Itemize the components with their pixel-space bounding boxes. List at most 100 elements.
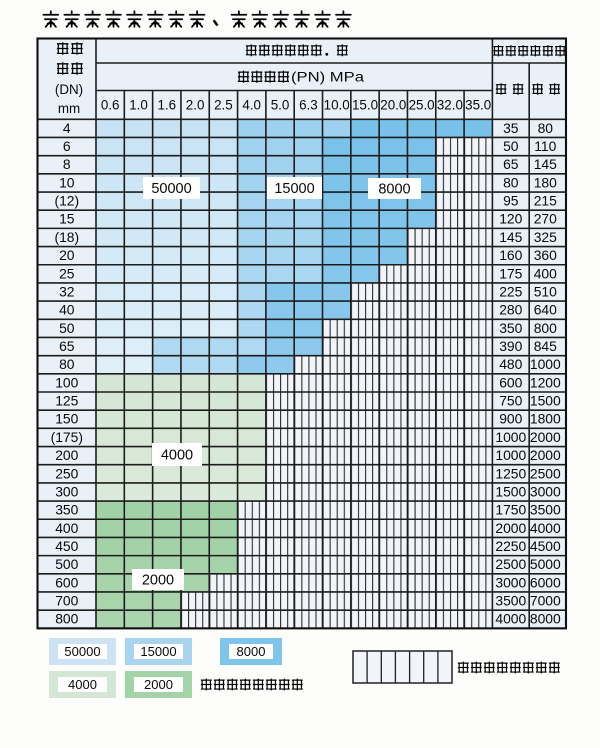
svg-text:110: 110 bbox=[534, 138, 556, 154]
svg-text:900: 900 bbox=[499, 411, 522, 427]
svg-text:40: 40 bbox=[59, 302, 75, 318]
svg-text:845: 845 bbox=[534, 338, 557, 354]
svg-text:510: 510 bbox=[534, 284, 557, 300]
svg-text:600: 600 bbox=[499, 374, 522, 390]
svg-text:35: 35 bbox=[503, 120, 519, 136]
svg-text:50000: 50000 bbox=[64, 644, 100, 659]
svg-text:25: 25 bbox=[59, 265, 75, 281]
svg-text:95: 95 bbox=[503, 193, 519, 209]
svg-text:50000: 50000 bbox=[151, 181, 191, 197]
svg-text:160: 160 bbox=[499, 247, 522, 263]
svg-text:80: 80 bbox=[538, 120, 554, 136]
svg-text:270: 270 bbox=[534, 211, 557, 227]
svg-text:8000: 8000 bbox=[530, 611, 561, 627]
svg-text:600: 600 bbox=[55, 574, 78, 590]
svg-text:6000: 6000 bbox=[530, 574, 561, 590]
svg-text:1250: 1250 bbox=[495, 465, 526, 481]
svg-text:65: 65 bbox=[503, 156, 519, 172]
svg-text:640: 640 bbox=[534, 302, 557, 318]
svg-text:3000: 3000 bbox=[530, 483, 561, 499]
svg-text:2500: 2500 bbox=[530, 465, 561, 481]
svg-text:mm: mm bbox=[58, 101, 80, 116]
svg-text:32: 32 bbox=[59, 284, 75, 300]
svg-text:4: 4 bbox=[63, 120, 71, 136]
svg-text:2.0: 2.0 bbox=[186, 98, 205, 113]
svg-text:2500: 2500 bbox=[495, 556, 526, 572]
svg-text:65: 65 bbox=[59, 338, 75, 354]
svg-text:3500: 3500 bbox=[530, 502, 561, 518]
svg-text:(175): (175) bbox=[51, 429, 83, 445]
svg-text:4000: 4000 bbox=[68, 677, 97, 692]
svg-text:35.0: 35.0 bbox=[465, 98, 491, 113]
svg-text:32.0: 32.0 bbox=[437, 98, 463, 113]
svg-text:8000: 8000 bbox=[237, 644, 266, 659]
svg-text:215: 215 bbox=[534, 193, 557, 209]
svg-text:(DN): (DN) bbox=[55, 82, 83, 97]
svg-text:0.6: 0.6 bbox=[101, 98, 120, 113]
svg-text:2.5: 2.5 bbox=[214, 98, 233, 113]
svg-text:120: 120 bbox=[499, 211, 522, 227]
svg-text:2250: 2250 bbox=[495, 538, 526, 554]
svg-text:180: 180 bbox=[534, 174, 557, 190]
svg-text:80: 80 bbox=[59, 356, 75, 372]
svg-text:15000: 15000 bbox=[274, 181, 314, 197]
svg-text:15: 15 bbox=[59, 211, 75, 227]
svg-text:800: 800 bbox=[534, 320, 557, 336]
svg-text:3000: 3000 bbox=[495, 574, 526, 590]
svg-text:5.0: 5.0 bbox=[271, 98, 290, 113]
svg-text:175: 175 bbox=[499, 265, 522, 281]
svg-text:360: 360 bbox=[534, 247, 557, 263]
svg-text:2000: 2000 bbox=[142, 573, 174, 589]
svg-text:1000: 1000 bbox=[495, 447, 526, 463]
svg-text:1000: 1000 bbox=[530, 356, 561, 372]
svg-text:280: 280 bbox=[499, 302, 522, 318]
svg-text:50: 50 bbox=[503, 138, 519, 154]
svg-text:4000: 4000 bbox=[530, 520, 561, 536]
svg-text:4.0: 4.0 bbox=[242, 98, 261, 113]
svg-text:4000: 4000 bbox=[495, 611, 526, 627]
svg-text:2000: 2000 bbox=[495, 520, 526, 536]
svg-text:10: 10 bbox=[59, 174, 75, 190]
svg-text:20: 20 bbox=[59, 247, 75, 263]
svg-text:4000: 4000 bbox=[161, 448, 193, 464]
svg-text:1500: 1500 bbox=[495, 483, 526, 499]
svg-text:8000: 8000 bbox=[378, 182, 410, 198]
svg-text:1200: 1200 bbox=[530, 374, 561, 390]
svg-text:300: 300 bbox=[55, 483, 78, 499]
svg-text:2000: 2000 bbox=[144, 677, 173, 692]
svg-text:7000: 7000 bbox=[530, 593, 561, 609]
svg-text:145: 145 bbox=[534, 156, 557, 172]
svg-text:400: 400 bbox=[534, 265, 557, 281]
svg-text:8: 8 bbox=[63, 156, 71, 172]
svg-text:250: 250 bbox=[55, 465, 78, 481]
svg-text:1750: 1750 bbox=[495, 502, 526, 518]
svg-text:(12): (12) bbox=[54, 193, 79, 209]
svg-text:225: 225 bbox=[499, 284, 522, 300]
svg-text:50: 50 bbox=[59, 320, 75, 336]
svg-text:20.0: 20.0 bbox=[380, 98, 406, 113]
svg-text:(18): (18) bbox=[54, 229, 79, 245]
svg-text:325: 325 bbox=[534, 229, 557, 245]
svg-text:(PN) MPa: (PN) MPa bbox=[291, 69, 365, 84]
svg-text:700: 700 bbox=[55, 593, 78, 609]
svg-text:25.0: 25.0 bbox=[409, 98, 435, 113]
svg-text:1.0: 1.0 bbox=[129, 98, 148, 113]
svg-text:480: 480 bbox=[499, 356, 522, 372]
svg-text:4500: 4500 bbox=[530, 538, 561, 554]
svg-text:400: 400 bbox=[55, 520, 78, 536]
svg-text:10.0: 10.0 bbox=[324, 98, 350, 113]
svg-text:80: 80 bbox=[503, 174, 519, 190]
svg-text:350: 350 bbox=[499, 320, 522, 336]
svg-text:1.6: 1.6 bbox=[157, 98, 176, 113]
svg-text:150: 150 bbox=[55, 411, 78, 427]
svg-text:6.3: 6.3 bbox=[299, 98, 318, 113]
svg-text:15000: 15000 bbox=[140, 644, 176, 659]
svg-text:145: 145 bbox=[499, 229, 522, 245]
svg-text:500: 500 bbox=[55, 556, 78, 572]
svg-text:800: 800 bbox=[55, 611, 78, 627]
svg-text:100: 100 bbox=[55, 374, 78, 390]
svg-text:1800: 1800 bbox=[530, 411, 561, 427]
svg-text:125: 125 bbox=[55, 393, 78, 409]
svg-text:3500: 3500 bbox=[495, 593, 526, 609]
svg-text:2000: 2000 bbox=[530, 447, 561, 463]
